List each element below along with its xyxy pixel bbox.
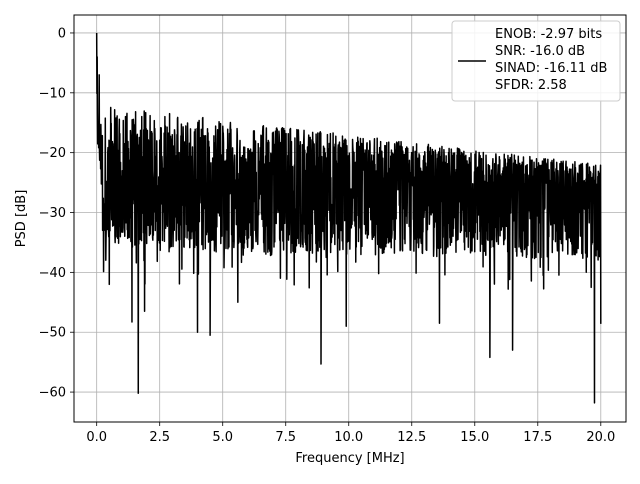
y-tick-label: −40 [39, 266, 66, 281]
legend-entry-line: SINAD: -16.11 dB [495, 61, 607, 76]
x-tick-label: 17.5 [523, 430, 552, 445]
y-tick-label: 0 [58, 26, 66, 41]
x-tick-label: 5.0 [212, 430, 233, 445]
legend-entry-line: SNR: -16.0 dB [495, 44, 585, 59]
x-tick-label: 2.5 [149, 430, 170, 445]
x-tick-label: 20.0 [586, 430, 615, 445]
legend-box [451, 20, 621, 102]
x-tick-label: 12.5 [397, 430, 426, 445]
y-tick-label: −50 [39, 326, 66, 341]
y-tick-label: −10 [39, 86, 66, 101]
x-tick-label: 15.0 [460, 430, 489, 445]
legend-entry-line: SFDR: 2.58 [495, 78, 567, 93]
x-tick-label: 7.5 [275, 430, 296, 445]
y-tick-label: −30 [39, 206, 66, 221]
y-tick-label: −20 [39, 146, 66, 161]
psd-series-line [95, 32, 602, 404]
y-axis-label: PSD [dB] [14, 190, 29, 248]
x-tick-label: 10.0 [334, 430, 363, 445]
x-tick-label: 0.0 [86, 430, 107, 445]
ticks: 0.0 2.5 5.0 7.5 10.0 12.5 15.0 17.5 20.0 0 −10 −20 −… [39, 26, 616, 445]
y-tick-label: −60 [39, 386, 66, 401]
x-axis-label: Frequency [MHz] [295, 451, 404, 466]
plot-frame [73, 14, 627, 423]
series-layer [95, 32, 602, 404]
legend-entry-line: ENOB: -2.97 bits [495, 27, 602, 42]
legend: ENOB: -2.97 bits SNR: -16.0 dB SINAD: -16.… [451, 20, 621, 102]
